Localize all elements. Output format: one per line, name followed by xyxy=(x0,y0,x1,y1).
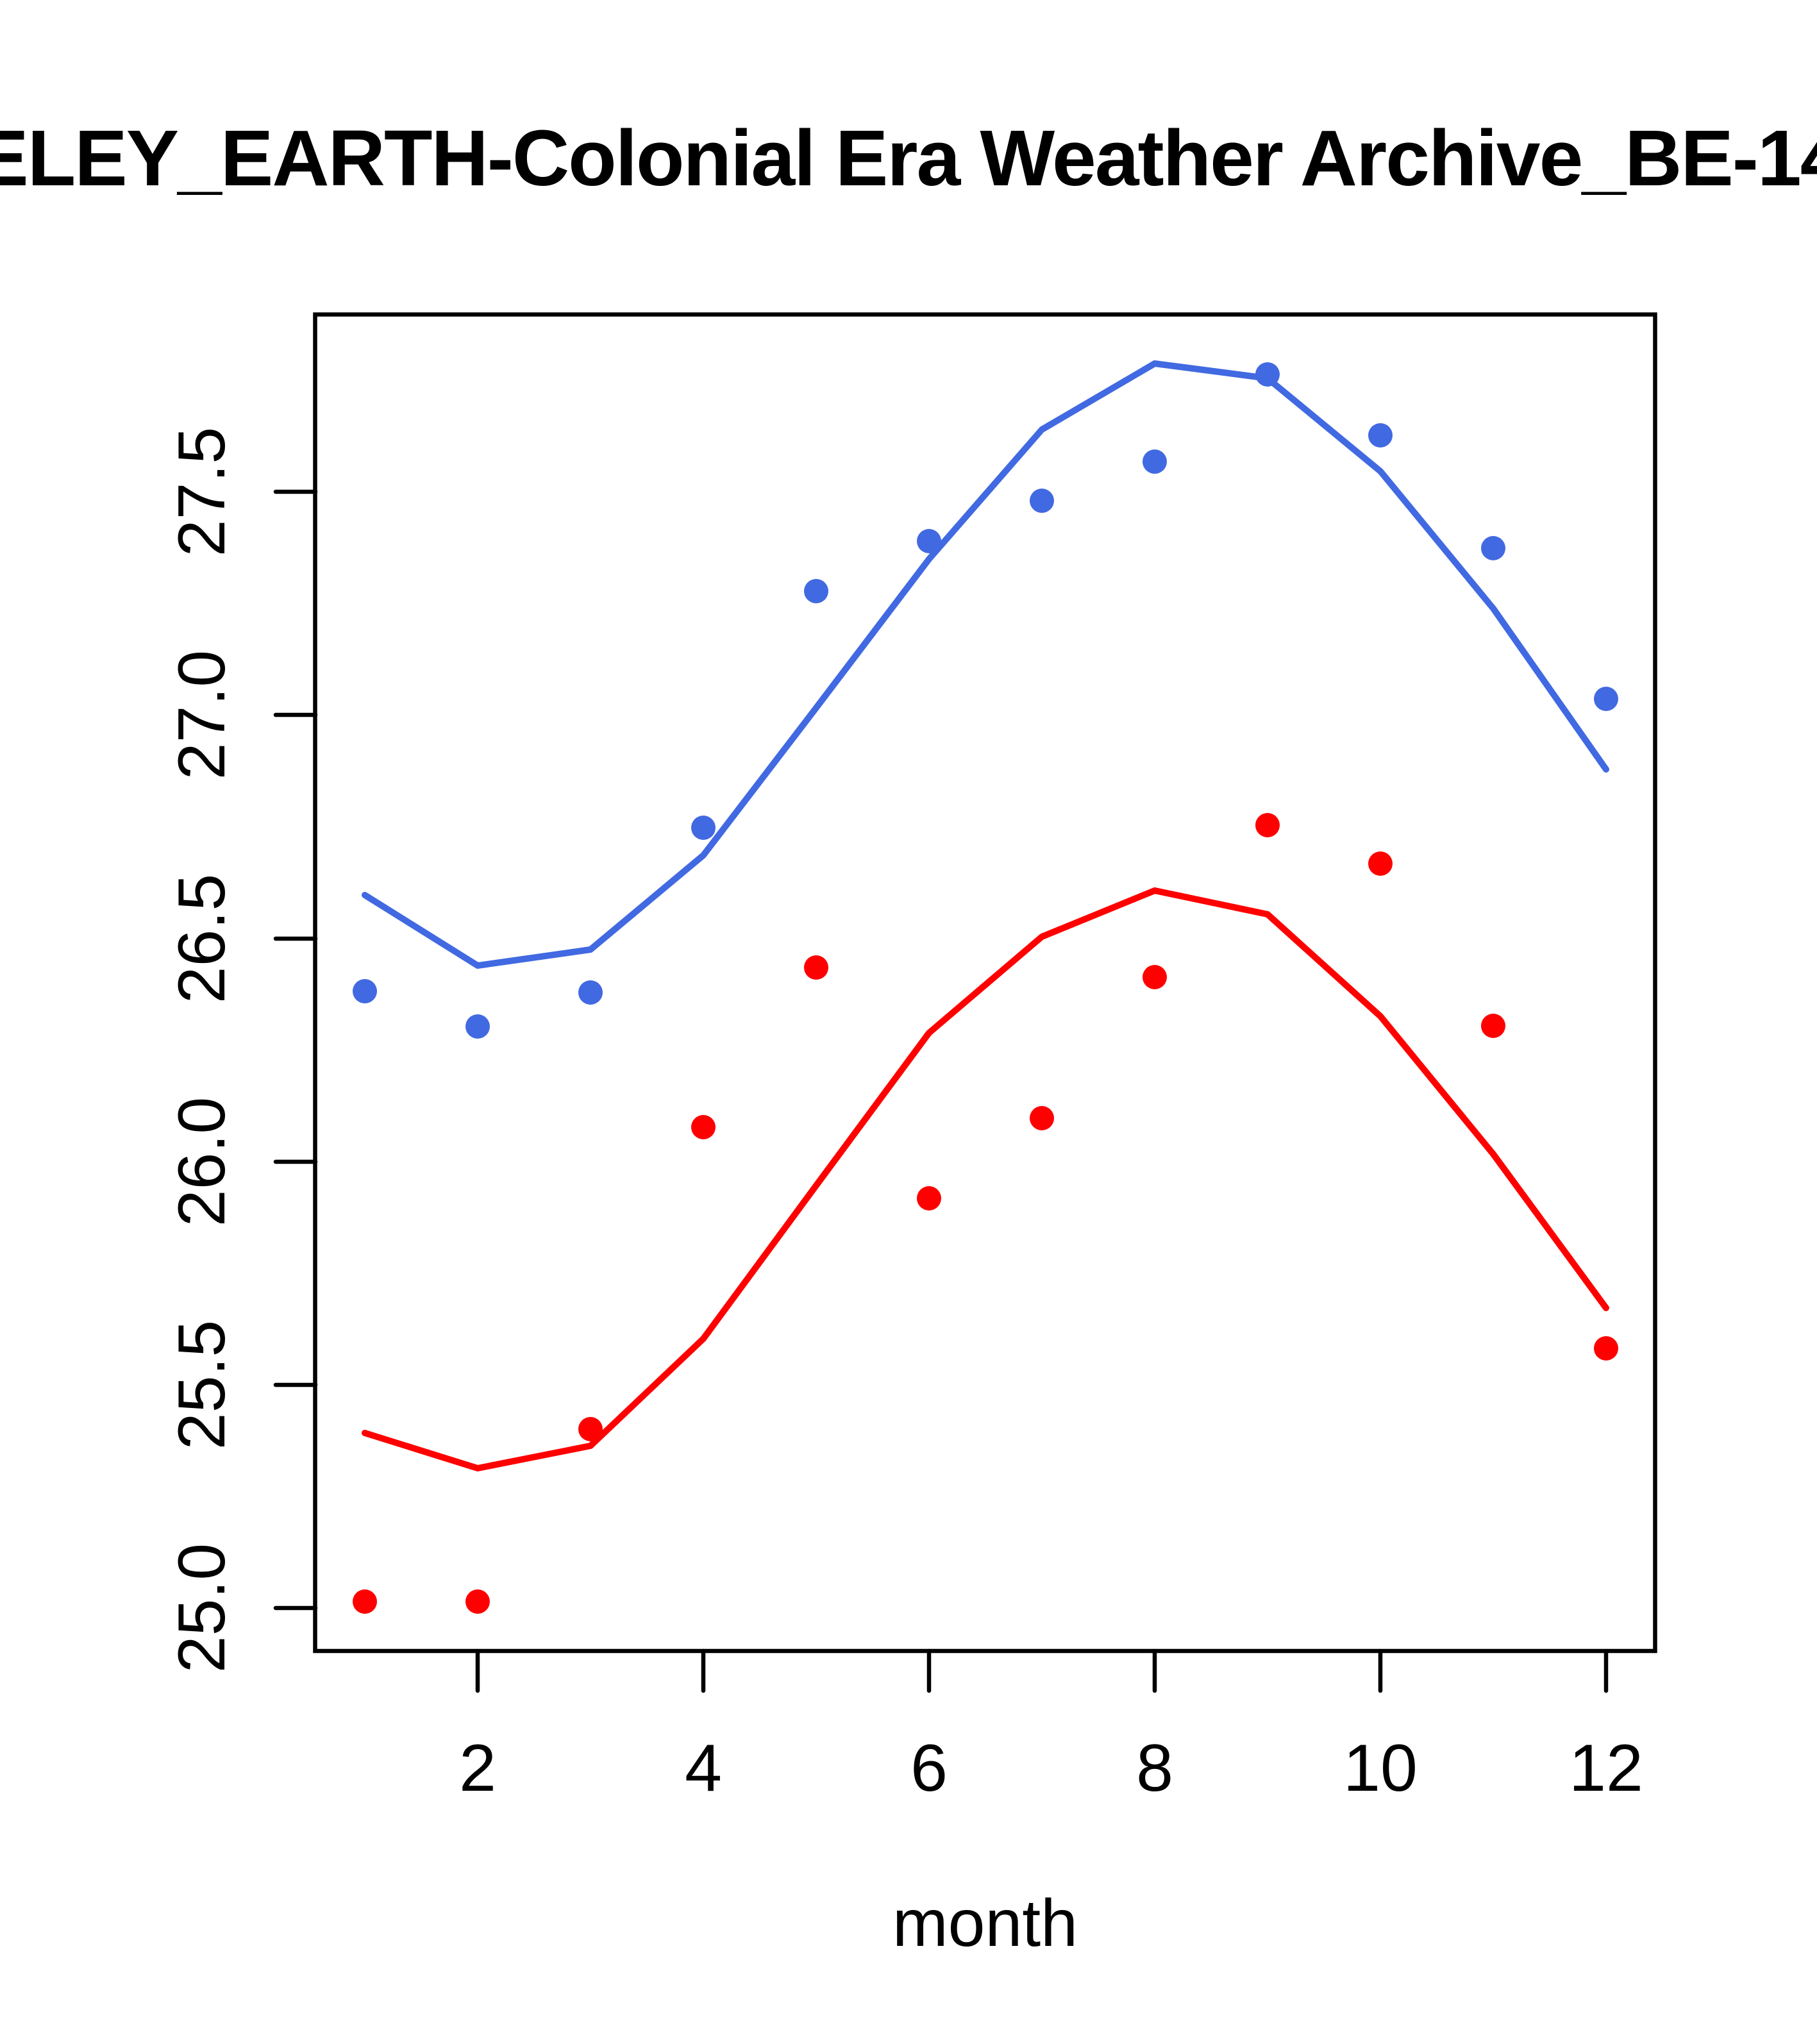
svg-text:26.0: 26.0 xyxy=(165,1097,239,1227)
svg-text:BERKELEY_EARTH-Colonial Era We: BERKELEY_EARTH-Colonial Era Weather Arch… xyxy=(0,114,1817,203)
svg-text:10: 10 xyxy=(1343,1731,1418,1805)
svg-text:8: 8 xyxy=(1136,1731,1173,1805)
svg-text:4: 4 xyxy=(685,1731,722,1805)
svg-text:27.5: 27.5 xyxy=(165,427,239,557)
svg-text:25.5: 25.5 xyxy=(165,1320,239,1450)
svg-text:12: 12 xyxy=(1569,1731,1643,1805)
svg-text:26.5: 26.5 xyxy=(165,874,239,1003)
svg-text:27.0: 27.0 xyxy=(165,650,239,780)
svg-text:6: 6 xyxy=(910,1731,948,1805)
svg-text:month: month xyxy=(892,1886,1078,1961)
svg-text:2: 2 xyxy=(459,1731,496,1805)
svg-text:25.0: 25.0 xyxy=(165,1543,239,1673)
